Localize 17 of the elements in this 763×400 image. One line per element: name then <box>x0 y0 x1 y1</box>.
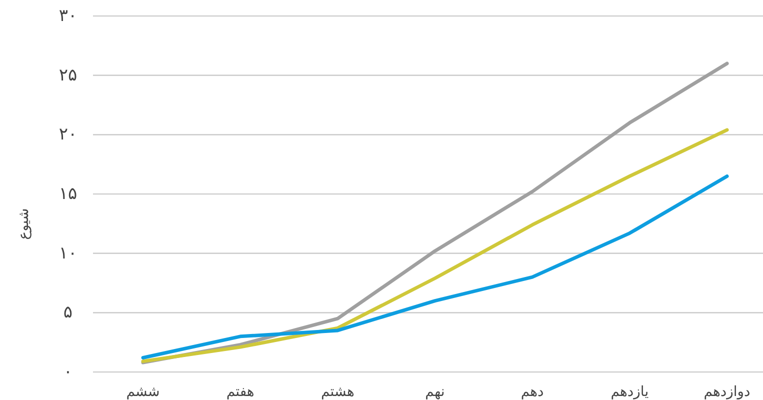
y-tick-label: ۱۰ <box>58 243 78 264</box>
y-tick-label: ۲۵ <box>58 65 78 86</box>
y-tick-label: ۵ <box>63 302 73 323</box>
x-tick-label: دهم <box>520 384 544 400</box>
x-tick-label: هشتم <box>320 384 354 400</box>
line-series <box>141 128 729 364</box>
x-tick-label: ششم <box>126 384 160 400</box>
y-tick-label: ۱۵ <box>58 184 78 204</box>
x-tick-label: یازدهم <box>610 384 649 400</box>
x-tick-label: دوازدهم <box>704 384 750 400</box>
y-tick-label: ۰ <box>63 362 73 382</box>
y-axis-title: شیوع <box>16 208 32 240</box>
y-tick-label: ۳۰ <box>58 6 78 26</box>
x-tick-label: نهم <box>425 384 445 400</box>
line-series <box>141 174 729 360</box>
y-tick-label: ۲۰ <box>58 124 78 145</box>
x-tick-label: هفتم <box>226 384 254 400</box>
